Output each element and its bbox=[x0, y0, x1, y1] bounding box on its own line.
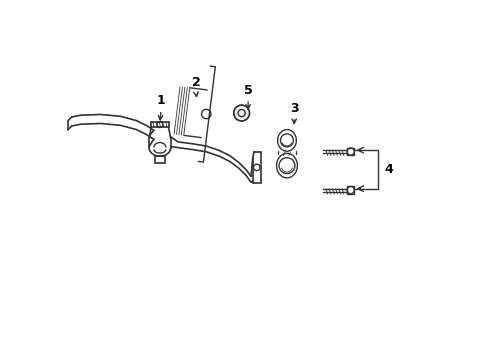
Text: 2: 2 bbox=[191, 76, 200, 89]
Text: 3: 3 bbox=[289, 102, 298, 114]
Text: 5: 5 bbox=[243, 84, 252, 96]
Text: 4: 4 bbox=[384, 163, 392, 176]
Circle shape bbox=[233, 105, 249, 121]
Text: 1: 1 bbox=[156, 94, 165, 107]
